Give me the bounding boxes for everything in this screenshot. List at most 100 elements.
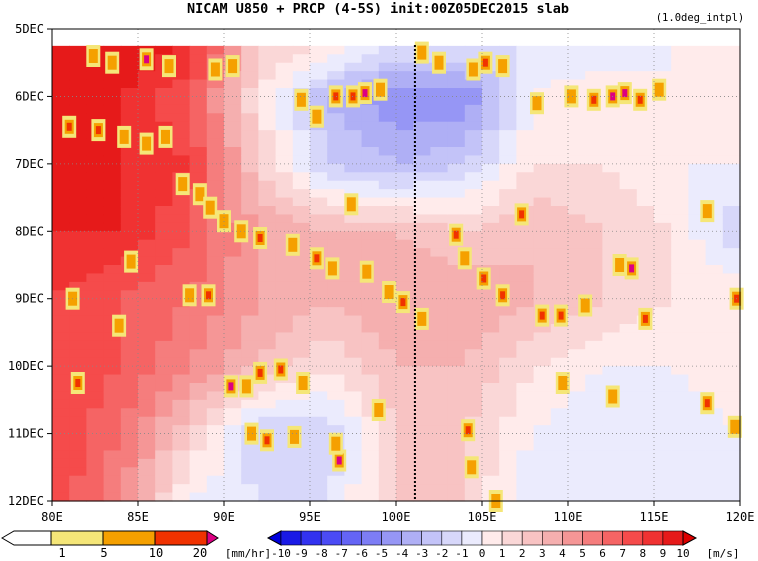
u850-cell <box>447 273 466 283</box>
u850-cell <box>722 138 741 148</box>
u850-cell <box>568 45 586 55</box>
u850-cell <box>275 172 294 182</box>
u850-cell <box>533 366 552 376</box>
u850-cell <box>396 450 414 460</box>
u850-cell <box>86 290 105 300</box>
u850-cell <box>636 71 655 81</box>
precip-cell-peak <box>500 291 506 300</box>
u850-cell <box>636 383 655 393</box>
u850-cell <box>172 96 191 106</box>
u850-cell <box>275 79 294 89</box>
u850-cell <box>344 121 363 131</box>
u850-cell <box>499 265 517 275</box>
u850-cell <box>533 324 552 334</box>
u850-cell <box>602 281 621 291</box>
u850-cell <box>69 54 87 64</box>
u850-cell <box>413 147 431 157</box>
u850-cell <box>516 222 535 232</box>
u850-cell <box>499 155 517 165</box>
u850-cell <box>206 383 225 393</box>
u850-cell <box>378 45 397 55</box>
u850-cell <box>155 467 173 477</box>
u850-cell <box>224 231 242 241</box>
u850-cell <box>155 298 173 308</box>
u850-cell <box>138 307 156 317</box>
u850-cell <box>602 442 621 452</box>
u850-cell <box>224 349 242 359</box>
u850-cell <box>378 163 397 173</box>
precip-cell-core <box>205 200 215 215</box>
u850-cell <box>224 265 242 275</box>
u850-cell <box>722 492 741 502</box>
u850-cell <box>482 383 500 393</box>
u850-cell <box>361 484 380 494</box>
u850-cell <box>430 484 449 494</box>
u850-cell <box>671 425 689 435</box>
u850-cell <box>413 383 431 393</box>
u850-cell <box>258 172 277 182</box>
u850-cell <box>120 298 139 308</box>
u850-cell <box>671 281 689 291</box>
u850-cell <box>86 239 105 249</box>
u850-cell <box>619 62 638 72</box>
u850-cell <box>602 104 621 114</box>
u850-cell <box>258 54 277 64</box>
u850-cell <box>619 408 638 418</box>
u850-cell <box>327 484 345 494</box>
u850-cell <box>292 138 311 148</box>
u850-cell <box>671 180 689 190</box>
u850-cell <box>688 399 707 409</box>
u850-cell <box>602 239 621 249</box>
u850-cell <box>636 416 655 426</box>
u850-cell <box>619 147 638 157</box>
precip-cell-core <box>290 429 299 444</box>
u850-cell <box>396 324 414 334</box>
u850-cell <box>241 197 259 207</box>
u850-cell <box>241 458 259 468</box>
u850-cell <box>447 206 466 216</box>
u850-cell <box>396 374 414 384</box>
u850-cell <box>189 492 208 502</box>
u850-cell <box>378 416 397 426</box>
u850-cell <box>516 492 535 502</box>
u850-cell <box>602 332 621 342</box>
u850-cell <box>292 366 311 376</box>
u850-cell <box>344 467 363 477</box>
u850-cell <box>568 265 586 275</box>
u850-cell <box>688 256 707 266</box>
y-tick-label: 12DEC <box>8 494 44 508</box>
u850-cell <box>69 265 87 275</box>
u850-cell <box>636 475 655 485</box>
u850-cell <box>654 206 672 216</box>
u850-cell <box>413 349 431 359</box>
u850-cell <box>120 197 139 207</box>
u850-cell <box>482 307 500 317</box>
u850-cell <box>568 383 586 393</box>
u850-cell <box>413 163 431 173</box>
u850-cell <box>310 450 328 460</box>
u850-cell <box>52 475 70 485</box>
u850-cell <box>258 180 277 190</box>
u850-cell <box>275 130 294 140</box>
u850-cell <box>430 416 449 426</box>
u850-cell <box>688 104 707 114</box>
u850-cell <box>430 197 449 207</box>
u850-cell <box>482 180 500 190</box>
u850-cell <box>447 54 466 64</box>
u850-cell <box>378 324 397 334</box>
u850-cell <box>516 62 535 72</box>
u850-cell <box>361 340 380 350</box>
u850-cell <box>275 340 294 350</box>
u850-cell <box>482 273 500 283</box>
u850-cell <box>722 357 741 367</box>
u850-cell <box>533 189 552 199</box>
u850-cell <box>189 222 208 232</box>
u850-cell <box>258 79 277 89</box>
u850-cell <box>310 349 328 359</box>
u850-cell <box>499 231 517 241</box>
u850-cell <box>378 366 397 376</box>
u850-cell <box>172 239 191 249</box>
u850-cell <box>361 54 380 64</box>
u850-cell <box>206 138 225 148</box>
u850-cell <box>533 475 552 485</box>
